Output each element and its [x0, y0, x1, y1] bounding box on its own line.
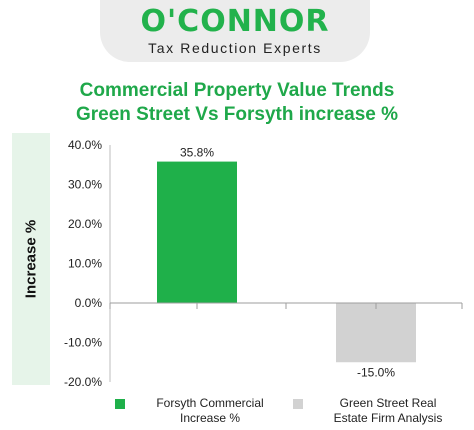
legend-swatch-forsyth [115, 399, 125, 409]
chart-subtitle: Green Street Vs Forsyth increase % [75, 104, 399, 125]
y-axis-label-background [12, 133, 50, 385]
chart-title: Commercial Property Value Trends [79, 80, 395, 101]
y-tick-label: 10.0% [68, 257, 102, 271]
brand-logo: O'CONNOR [140, 4, 330, 39]
y-tick-label: 20.0% [68, 217, 102, 231]
data-label: 35.8% [180, 146, 214, 160]
y-tick-label: 0.0% [75, 296, 103, 310]
legend-label-green-street: Green Street Real Estate Firm Analysis [333, 396, 443, 425]
logo-banner: O'CONNOR Tax Reduction Experts [100, 0, 370, 62]
legend-label-forsyth: Forsyth Commercial Increase % [156, 396, 264, 425]
data-label: -15.0% [357, 365, 395, 379]
y-tick-label: -10.0% [64, 336, 102, 350]
brand-tagline: Tax Reduction Experts [148, 40, 322, 56]
y-tick-label: -20.0% [64, 375, 102, 389]
y-tick-label: 40.0% [68, 138, 102, 152]
y-tick-label: 30.0% [68, 178, 102, 192]
bar-2 [336, 303, 416, 363]
bar-1 [157, 161, 237, 303]
legend-swatch-green-street [293, 399, 303, 409]
